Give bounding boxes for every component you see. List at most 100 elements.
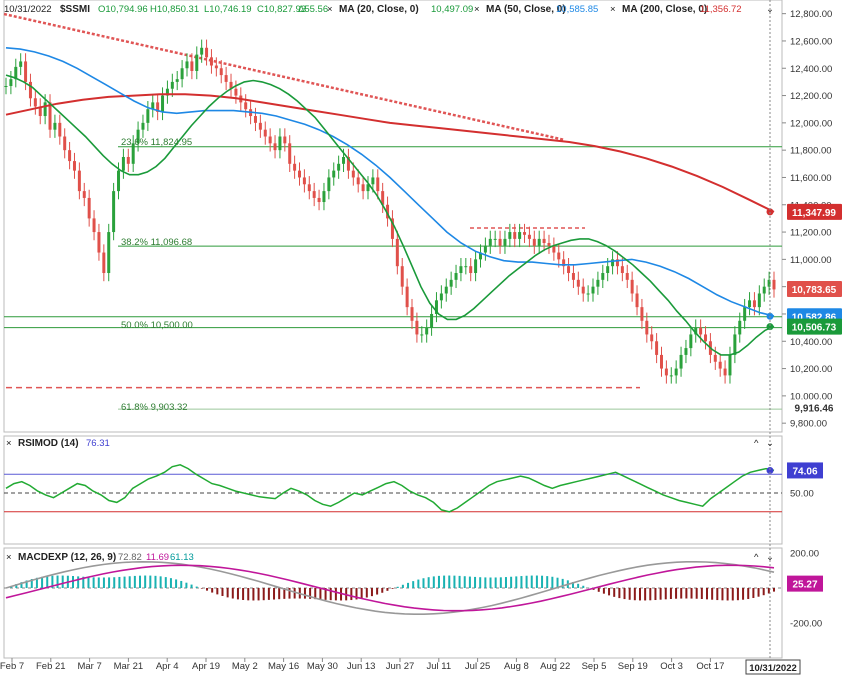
macd-hist-bar: [154, 575, 157, 588]
macd-hist-bar: [149, 575, 152, 588]
candle-body: [611, 259, 615, 267]
candle-body: [253, 116, 257, 123]
candle-body: [190, 61, 194, 71]
macd-hist-bar: [448, 575, 451, 588]
macd-hist-bar: [82, 576, 85, 588]
y-tick-label: 12,600.00: [790, 36, 832, 47]
macd-hist-bar: [432, 576, 435, 588]
x-tick-label: Sep 5: [582, 661, 607, 672]
candle-body: [278, 136, 282, 151]
candle-body: [645, 320, 649, 335]
candle-body: [718, 361, 722, 369]
macd-hist-bar: [597, 588, 600, 592]
candle-body: [312, 191, 316, 198]
macd-hist-bar: [128, 576, 131, 588]
macd-hist-bar: [144, 575, 147, 588]
candle-body: [9, 79, 13, 86]
candle-body: [19, 61, 23, 67]
macd-hist-bar: [386, 588, 389, 591]
rsi-panel: [3, 435, 783, 545]
rsi-tick-label: 50.00: [790, 489, 814, 500]
candle-body: [268, 136, 272, 144]
ma20-badge: 10,506.73: [787, 318, 842, 335]
macd-badge-bg: [787, 575, 823, 592]
macd-hist-bar: [360, 588, 363, 599]
macd-hist-bar: [25, 580, 28, 588]
macd-hist-bar: [175, 579, 178, 588]
y-tick-label: 10,000.00: [790, 391, 832, 402]
candle-body: [43, 102, 47, 117]
candle-body: [395, 238, 399, 267]
macd-hist-bar: [762, 588, 765, 596]
macd-line: [5, 560, 775, 616]
ma50-line: [5, 47, 775, 317]
macd-hist-bar: [51, 575, 54, 588]
macd-hist-bar: [407, 582, 410, 588]
candle-body: [337, 163, 341, 171]
last-price-badge: 10,783.65: [787, 280, 842, 297]
x-tick-label: Feb 21: [36, 661, 66, 672]
candle-body: [679, 354, 683, 369]
macd-hist-bar: [159, 576, 162, 588]
macd-hist-bar: [30, 579, 33, 588]
macd-hist-bar: [711, 588, 714, 600]
candle-body: [694, 327, 698, 335]
macd-hist-bar: [257, 588, 260, 601]
candle-body: [415, 320, 419, 335]
candle-body: [151, 102, 155, 110]
candle-body: [684, 348, 688, 355]
macd-hist-bar: [608, 588, 611, 596]
macd-hist-bar: [510, 576, 513, 588]
macd-hist-bar: [190, 584, 193, 588]
candle-body: [576, 279, 580, 287]
candle-body: [185, 61, 189, 69]
macd-hist-bar: [669, 588, 672, 599]
macd-hist-bar: [546, 576, 549, 588]
macd-hist-bar: [288, 588, 291, 599]
macd-hist-bar: [515, 576, 518, 588]
candle-body: [14, 66, 18, 80]
candle-body: [547, 242, 551, 246]
candle-body: [738, 320, 742, 335]
candle-body: [405, 286, 409, 308]
x-date-badge-text: 10/31/2022: [749, 663, 797, 674]
macd-hist-bar: [350, 588, 353, 601]
candle-body: [508, 232, 512, 239]
y-tick-label: 12,800.00: [790, 9, 832, 20]
fib-badge-text: 9,916.46: [795, 403, 834, 414]
candle-body: [498, 238, 502, 246]
macd-hist-bar: [46, 576, 49, 588]
candle-body: [58, 122, 62, 137]
candle-body: [532, 238, 536, 246]
macd-hist-bar: [654, 588, 657, 601]
macd-tick-label: 200.00: [790, 549, 819, 560]
ma200-line: [5, 93, 775, 213]
y-tick-label: 11,800.00: [790, 146, 832, 157]
ma200-badge-bg: [787, 203, 842, 220]
ma50-badge-text: 10,582.86: [792, 312, 837, 323]
macd-hist-bar: [453, 575, 456, 588]
macd-hist-bar: [15, 583, 18, 588]
candle-body: [107, 232, 111, 274]
candle-body: [322, 191, 326, 203]
candle-body: [209, 57, 213, 66]
macd-hist-bar: [474, 576, 477, 588]
x-date-badge-bg: [745, 659, 801, 675]
x-tick-label: Apr 19: [192, 661, 220, 672]
candle-body: [273, 143, 277, 151]
macd-hist-bar: [102, 577, 105, 588]
macd-hist-bar: [649, 588, 652, 601]
macd-hist-bar: [757, 588, 760, 597]
macd-hist-bar: [334, 588, 337, 601]
candle-body: [87, 197, 91, 219]
y-tick-label: 11,000.00: [790, 255, 832, 266]
x-tick-label: Aug 22: [540, 661, 570, 672]
macd-hist-bar: [535, 575, 538, 588]
rsi-badge-text: 74.06: [792, 466, 817, 477]
candle-body: [537, 238, 541, 246]
ma200-badge: 11,347.99: [787, 203, 842, 220]
macd-hist-bar: [499, 577, 502, 588]
ma200-badge-text: 11,347.99: [792, 208, 836, 219]
candle-body: [469, 266, 473, 274]
